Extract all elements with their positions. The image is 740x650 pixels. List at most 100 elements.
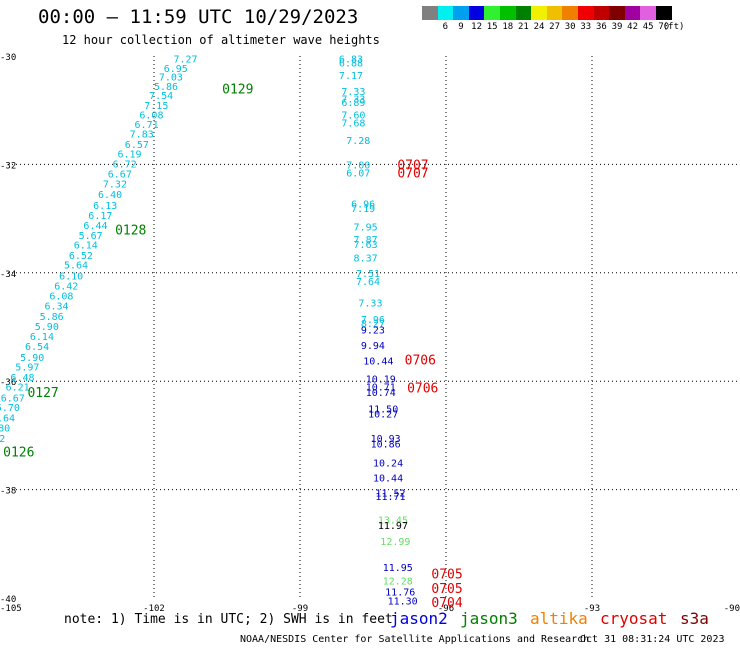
wave-height-value: 6.08 xyxy=(139,111,163,122)
wave-height-value: 5.97 xyxy=(15,363,39,374)
satellite-legend-item: altika xyxy=(530,609,588,628)
lat-tick-label: -34 xyxy=(0,270,16,280)
color-scale-swatch xyxy=(531,6,548,20)
pass-time-label: 0126 xyxy=(3,446,34,461)
color-scale-label: 27 xyxy=(549,22,561,32)
wave-height-value: 6.67 xyxy=(108,170,132,181)
wave-height-value: 7.83 xyxy=(130,130,154,141)
color-scale-label: 6 xyxy=(442,22,449,32)
wave-height-value: 6.72 xyxy=(113,159,137,170)
wave-height-value: 12.99 xyxy=(380,537,410,548)
color-scale-swatch xyxy=(484,6,501,20)
wave-height-value: 10.19 xyxy=(366,374,396,385)
wave-height-value: 7.63 xyxy=(354,240,378,251)
wave-height-value: 6.08 xyxy=(49,292,73,303)
footer-credit: NOAA/NESDIS Center for Satellite Applica… xyxy=(240,634,590,645)
wave-height-value: 6.95 xyxy=(164,64,188,75)
wave-height-value: 6.54 xyxy=(25,342,49,353)
color-scale-swatch xyxy=(422,6,438,20)
map-grid xyxy=(8,56,738,598)
pass-time-label: 0707 xyxy=(397,167,428,182)
wave-height-value: 5.92 xyxy=(0,434,5,445)
color-scale-swatch xyxy=(640,6,657,20)
wave-height-value: 6.10 xyxy=(59,272,83,283)
color-scale-label: 70 xyxy=(658,22,670,32)
color-scale-label: 9 xyxy=(458,22,464,32)
wave-height-value: 7.33 xyxy=(341,87,365,98)
wave-height-observations: 7.276.957.035.867.547.156.086.717.836.57… xyxy=(0,55,418,608)
wave-height-value: 5.90 xyxy=(35,322,59,333)
wave-height-value: 9.94 xyxy=(361,341,385,352)
lon-tick-label: -99 xyxy=(292,604,308,614)
wave-height-value: 6.71 xyxy=(135,120,159,131)
wave-height-value: 11.71 xyxy=(375,492,405,503)
pass-time-label: 0705 xyxy=(431,582,462,597)
wave-height-value: 6.42 xyxy=(54,281,78,292)
wave-height-value: 8.27 xyxy=(361,319,385,330)
wave-height-value: 11.50 xyxy=(368,404,398,415)
pass-time-label: 0128 xyxy=(115,223,146,238)
wave-height-value: 6.34 xyxy=(45,301,69,312)
wave-height-value: 10.27 xyxy=(368,410,398,421)
wave-height-value: 12.28 xyxy=(383,577,413,588)
wave-height-value: 5.64 xyxy=(64,261,88,272)
wave-height-value: 6.19 xyxy=(118,150,142,161)
lon-tick-label: -96 xyxy=(438,604,454,614)
lat-tick-label: -40 xyxy=(0,595,16,605)
pass-time-label: 0706 xyxy=(405,354,436,369)
wave-height-value: 6.52 xyxy=(69,251,93,262)
color-scale-label: 15 xyxy=(486,22,498,32)
wave-height-value: 7.32 xyxy=(103,179,127,190)
wave-height-value: 6.14 xyxy=(30,332,54,343)
wave-height-value: 6.64 xyxy=(0,414,15,425)
wave-height-value: 11.76 xyxy=(385,587,415,598)
wave-height-value: 7.00 xyxy=(346,160,370,171)
pass-time-label: 0127 xyxy=(27,386,58,401)
wave-height-value: 7.15 xyxy=(144,101,168,112)
lat-tick-label: -36 xyxy=(0,378,16,388)
color-scale-swatch xyxy=(593,6,610,20)
color-scale-label: 45 xyxy=(642,22,654,32)
wave-height-value: 6.83 xyxy=(339,55,363,66)
wave-height-value: 6.13 xyxy=(93,201,117,212)
color-scale-swatch xyxy=(515,6,532,20)
color-scale-label: 24 xyxy=(533,22,545,32)
pass-time-label: 0705 xyxy=(431,568,462,583)
wave-height-value: 5.67 xyxy=(79,231,103,242)
color-scale-swatch xyxy=(437,6,454,20)
color-scale-swatch xyxy=(453,6,470,20)
wave-height-value: 13.45 xyxy=(378,515,408,526)
wave-height-value: 6.14 xyxy=(74,241,98,252)
wave-height-value: 5.80 xyxy=(0,423,10,434)
wave-height-value: 6.88 xyxy=(339,59,363,70)
color-scale-swatch xyxy=(468,6,485,20)
page-subtitle: 12 hour collection of altimeter wave hei… xyxy=(62,33,380,47)
wave-height-value: 7.54 xyxy=(149,91,173,102)
wave-height-value: 5.86 xyxy=(154,82,178,93)
color-scale-unit: (ft) xyxy=(662,22,685,32)
wave-height-value: 7.51 xyxy=(356,269,380,280)
wave-height-value: 7.27 xyxy=(173,55,197,66)
wave-height-value: 6.17 xyxy=(88,211,112,222)
wave-height-value: 10.24 xyxy=(373,459,403,470)
wave-height-value: 10.71 xyxy=(366,383,396,394)
pass-time-label: 0706 xyxy=(407,382,438,397)
color-scale-swatch xyxy=(500,6,516,20)
wave-height-value: 11.97 xyxy=(378,521,408,532)
lon-tick-label: -102 xyxy=(143,604,165,614)
wave-height-value: 7.33 xyxy=(358,299,382,310)
color-scale-label: 39 xyxy=(611,22,623,32)
wave-height-value: 7.87 xyxy=(354,235,378,246)
wave-height-value: 7.60 xyxy=(341,111,365,122)
wave-height-value: 7.28 xyxy=(346,136,370,147)
color-scale-swatch xyxy=(578,6,594,20)
wave-height-value: 10.86 xyxy=(371,440,401,451)
wave-height-value: 6.48 xyxy=(10,373,34,384)
wave-height-value: 6.57 xyxy=(125,140,149,151)
satellite-legend-item: cryosat xyxy=(600,609,668,628)
wave-height-value: 7.68 xyxy=(341,119,365,130)
footer-generated-time: Oct 31 08:31:24 UTC 2023 xyxy=(580,634,725,645)
satellite-legend-item: jason3 xyxy=(460,609,518,628)
